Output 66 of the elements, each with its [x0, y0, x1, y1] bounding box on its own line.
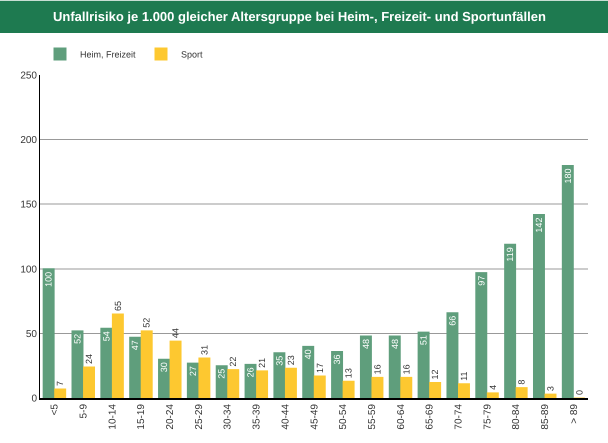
x-tick-label: > 89 [568, 404, 580, 424]
x-tick-label: 20-24 [165, 404, 176, 430]
data-label: 7 [55, 380, 66, 386]
x-tick-label: 80-84 [511, 404, 522, 430]
data-label: 21 [257, 358, 268, 368]
data-label: 23 [286, 355, 296, 366]
data-label: 142 [534, 218, 544, 233]
data-label: 35 [274, 356, 284, 366]
y-tick-label: 250 [20, 70, 38, 82]
x-tick-label: 50-54 [338, 404, 350, 430]
data-label: 26 [246, 367, 256, 378]
x-tick-label: 35-39 [252, 404, 263, 430]
y-tick-label: 200 [20, 135, 38, 146]
x-tick-label: 40-44 [280, 404, 292, 430]
y-tick-label: 50 [26, 328, 38, 340]
x-tick-label: 55-59 [366, 404, 378, 430]
data-label: 16 [401, 364, 412, 374]
x-tick-label: 60-64 [396, 404, 407, 430]
y-tick-label: 150 [20, 200, 38, 211]
data-label: 0 [574, 390, 584, 395]
chart-title: Unfallrisiko je 1.000 gleicher Altersgruppe bei Heim-, Freizeit- und Sportunfällen [53, 9, 546, 24]
data-label: 54 [101, 331, 112, 342]
data-label: 48 [390, 338, 400, 349]
x-tick-label: 25-29 [194, 404, 205, 430]
data-label: 12 [430, 369, 440, 380]
x-tick-label: 10-14 [107, 404, 118, 430]
legend-label: Sport [181, 50, 204, 60]
data-label: 40 [303, 349, 314, 360]
data-label: 4 [488, 384, 498, 390]
data-label: 66 [447, 316, 458, 326]
x-tick-label: 75-79 [482, 404, 494, 430]
data-label: 65 [112, 301, 123, 312]
legend-label: Heim, Freizeit [80, 50, 136, 60]
data-label: 13 [344, 368, 354, 378]
data-label: 180 [562, 168, 573, 184]
x-tick-label: 15-19 [136, 404, 148, 430]
data-label: 100 [44, 272, 54, 287]
x-tick-label: 45-49 [309, 404, 320, 430]
data-label: 44 [170, 328, 181, 338]
data-label: 52 [142, 318, 152, 328]
data-label: 27 [188, 366, 198, 376]
data-label: 11 [458, 371, 469, 381]
data-label: 97 [476, 276, 486, 286]
data-label: 51 [418, 335, 429, 346]
x-tick-label: 30-34 [222, 404, 234, 430]
data-label: 25 [216, 368, 227, 379]
data-label: 8 [516, 380, 527, 385]
data-label: 3 [546, 386, 556, 392]
x-tick-label: <5 [50, 404, 61, 416]
x-tick-label: 65-69 [424, 404, 436, 430]
data-label: 52 [72, 334, 82, 344]
y-tick-label: 0 [31, 394, 38, 404]
data-label: 48 [360, 338, 371, 349]
x-tick-label: 5-9 [78, 404, 90, 418]
data-label: 30 [159, 362, 170, 372]
data-label: 119 [505, 247, 516, 262]
data-label: 24 [84, 354, 94, 364]
x-tick-label: 70-74 [453, 404, 464, 430]
x-tick-label: 85-89 [540, 404, 551, 430]
data-label: 22 [228, 356, 238, 367]
data-label: 47 [130, 340, 140, 350]
data-label: 36 [332, 354, 342, 365]
y-tick-label: 100 [20, 264, 38, 276]
data-label: 31 [199, 344, 210, 355]
data-label: 16 [372, 364, 382, 374]
data-label: 17 [314, 363, 325, 374]
